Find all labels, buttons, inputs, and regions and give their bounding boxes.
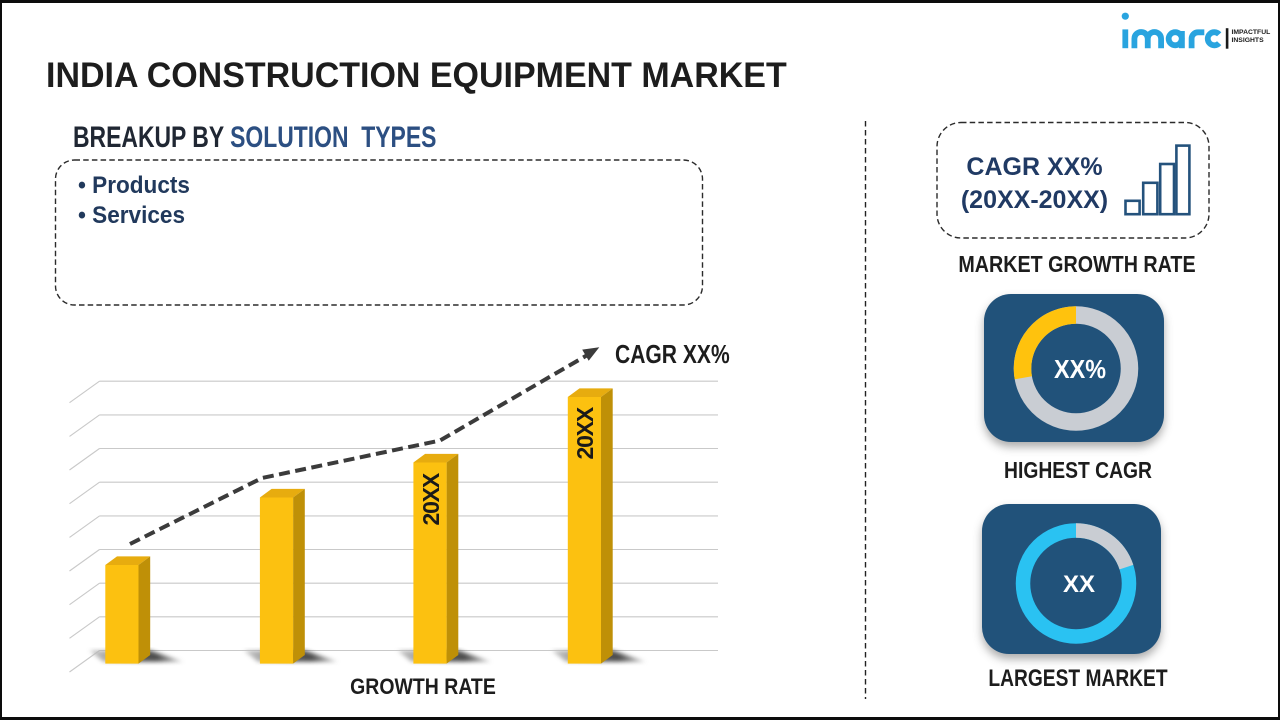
svg-text:20XX: 20XX <box>572 406 598 459</box>
svg-text:20XX: 20XX <box>418 472 444 525</box>
